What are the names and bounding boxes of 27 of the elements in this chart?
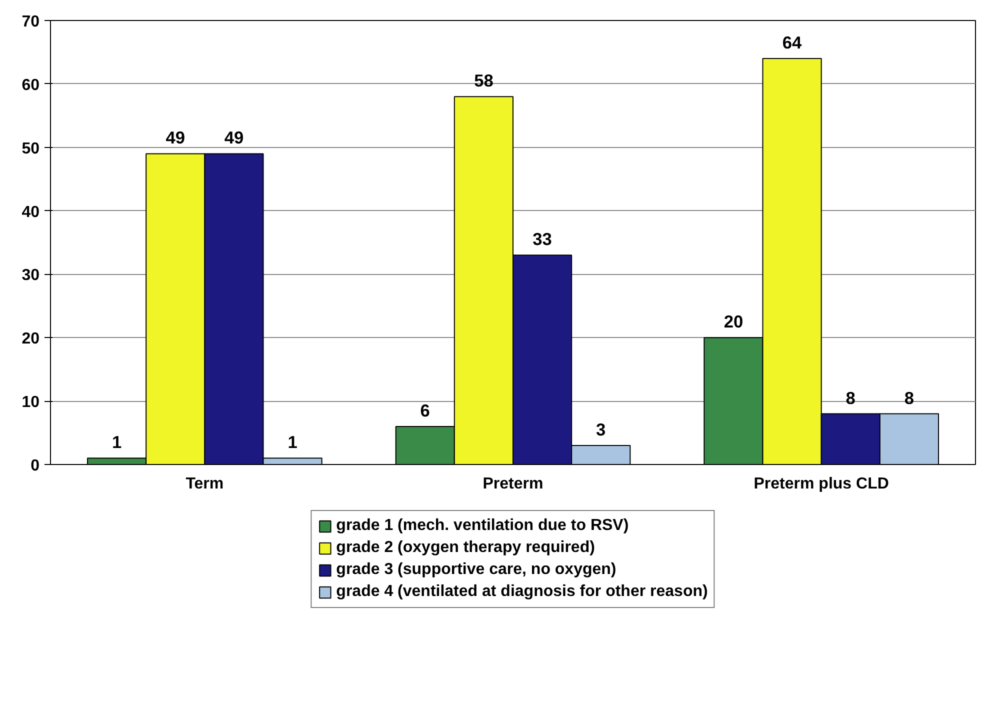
x-tick-label: Preterm plus CLD [754, 476, 889, 492]
legend-label: grade 2 (oxygen therapy required) [336, 539, 595, 557]
y-tick-label: 20 [22, 330, 40, 348]
legend-label: grade 3 (supportive care, no oxygen) [336, 561, 616, 579]
y-tick-label: 0 [30, 458, 40, 474]
y-tick-label: 40 [22, 204, 40, 221]
y-tick-label: 60 [22, 76, 40, 94]
data-label: 49 [166, 128, 186, 148]
data-label: 49 [224, 128, 244, 148]
y-tick-label: 10 [22, 394, 40, 412]
legend-label: grade 1 (mech. ventilation due to RSV) [336, 517, 629, 535]
data-label: 6 [420, 400, 430, 420]
data-label: 20 [724, 312, 744, 332]
data-label: 8 [846, 388, 856, 408]
data-label: 1 [112, 432, 122, 452]
y-tick-label: 30 [22, 267, 40, 284]
data-label: 58 [474, 70, 494, 91]
data-label: 1 [288, 432, 298, 452]
legend-label: grade 4 (ventilated at diagnosis for other reason) [336, 583, 708, 601]
y-tick-label: 50 [22, 140, 40, 158]
data-label: 33 [532, 229, 552, 250]
x-tick-label: Term [186, 476, 224, 492]
y-tick-label: 70 [22, 14, 40, 30]
x-tick-label: Preterm [482, 476, 544, 492]
data-label: 8 [904, 388, 914, 408]
data-label: 64 [782, 32, 802, 53]
data-label: 3 [596, 419, 606, 440]
